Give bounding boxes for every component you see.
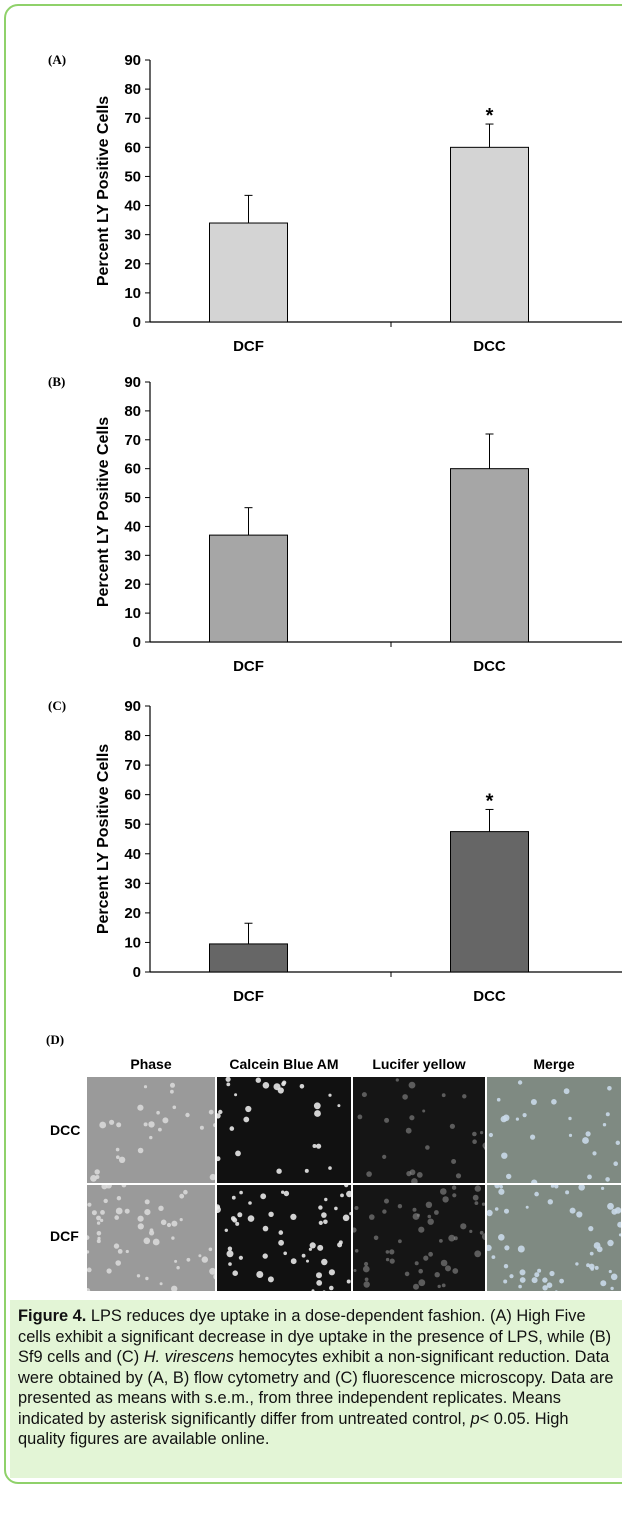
y-tick-label: 10 <box>124 285 141 302</box>
bar-dcc <box>450 831 529 973</box>
y-tick-label: 20 <box>124 576 141 593</box>
micrograph-dcf-1 <box>216 1184 352 1292</box>
y-tick-label: 90 <box>124 698 141 715</box>
panel-label-d: (D) <box>46 1032 65 1047</box>
bar-chart-b: (B) 0 10 20 30 40 50 60 70 80 90 Percent LY Positiv… <box>0 370 622 675</box>
significance-star: * <box>486 105 494 127</box>
y-tick-label: 60 <box>124 787 141 804</box>
y-tick-label: 30 <box>124 227 141 244</box>
micrograph-dcf-3 <box>486 1184 622 1292</box>
y-tick-label: 90 <box>124 52 141 69</box>
bar-chart-c: (C) 0 10 20 30 40 50 60 70 80 90 Percent LY Positiv… <box>0 694 622 1005</box>
panel-label: (C) <box>48 698 66 713</box>
y-axis-label: Percent LY Positive Cells <box>95 744 112 934</box>
row-header-dcc: DCC <box>50 1122 81 1138</box>
bar-dcf <box>209 534 288 643</box>
y-tick-label: 60 <box>124 461 141 478</box>
caption-text-2: hemocytes exhibit a non-significant redu… <box>18 1348 614 1428</box>
y-tick-label: 80 <box>124 81 141 98</box>
y-tick-label: 0 <box>133 634 141 651</box>
caption-label: Figure 4. <box>18 1307 87 1325</box>
caption-text-3: < 0.05. High quality figures are availab… <box>18 1409 569 1449</box>
category-label: DCF <box>233 338 264 355</box>
y-tick-label: 70 <box>124 432 141 449</box>
row-header-dcf: DCF <box>50 1228 79 1244</box>
y-axis-label: Percent LY Positive Cells <box>95 417 112 607</box>
y-tick-label: 10 <box>124 605 141 622</box>
chart-svg: (B) 0 10 20 30 40 50 60 70 80 90 Percent LY Positiv… <box>48 374 622 675</box>
bar-dcc <box>450 468 529 643</box>
category-label: DCC <box>473 658 506 675</box>
figure-caption: Figure 4. LPS reduces dye uptake in a do… <box>10 1300 622 1478</box>
y-tick-label: 90 <box>124 374 141 391</box>
bar-chart-a: (A) 0 10 20 30 40 50 60 70 80 90 Percent LY Positiv… <box>0 38 622 355</box>
y-tick-label: 70 <box>124 757 141 774</box>
panel-label: (B) <box>48 374 65 389</box>
bar-dcf <box>209 943 288 973</box>
bar-dcf <box>209 222 288 323</box>
caption-species: H. virescens <box>143 1348 234 1366</box>
y-tick-label: 50 <box>124 816 141 833</box>
y-tick-label: 30 <box>124 875 141 892</box>
category-label: DCF <box>233 988 264 1005</box>
y-tick-label: 60 <box>124 139 141 156</box>
y-tick-label: 50 <box>124 490 141 507</box>
bar-dcc <box>450 146 529 323</box>
column-header-lucifer: Lucifer yellow <box>372 1056 466 1072</box>
y-tick-label: 50 <box>124 168 141 185</box>
micrograph-dcc-2 <box>352 1076 486 1184</box>
y-tick-label: 10 <box>124 934 141 951</box>
chart-svg: (A) 0 10 20 30 40 50 60 70 80 90 Percent LY Positiv… <box>48 52 622 355</box>
category-label: DCF <box>233 658 264 675</box>
micrograph-dcc-0 <box>86 1076 216 1184</box>
caption-text-1: LPS reduces dye uptake in a dose-depende… <box>18 1307 612 1366</box>
y-tick-label: 40 <box>124 846 141 863</box>
micrograph-dcf-2 <box>352 1184 486 1292</box>
y-tick-label: 80 <box>124 403 141 420</box>
column-header-calcein: Calcein Blue AM <box>229 1056 339 1072</box>
y-tick-label: 40 <box>124 518 141 535</box>
y-tick-label: 30 <box>124 547 141 564</box>
y-tick-label: 70 <box>124 110 141 127</box>
y-tick-label: 40 <box>124 198 141 215</box>
panel-label: (A) <box>48 52 66 67</box>
significance-star: * <box>486 790 494 812</box>
caption-p-symbol: p <box>470 1409 480 1428</box>
category-label: DCC <box>473 338 506 355</box>
y-tick-label: 20 <box>124 905 141 922</box>
y-tick-label: 0 <box>133 314 141 331</box>
column-header-merge: Merge <box>533 1056 575 1072</box>
micrograph-dcf-0 <box>86 1184 216 1292</box>
micrograph-dcc-1 <box>216 1076 352 1184</box>
category-label: DCC <box>473 988 506 1005</box>
micrograph-dcc-3 <box>486 1076 622 1184</box>
y-axis-label: Percent LY Positive Cells <box>95 96 112 286</box>
y-tick-label: 0 <box>133 964 141 981</box>
y-tick-label: 80 <box>124 728 141 745</box>
column-header-phase: Phase <box>130 1056 172 1072</box>
micrograph-panel: (D) Phase Calcein Blue AM Lucifer yellow… <box>0 1032 622 1304</box>
y-tick-label: 20 <box>124 256 141 273</box>
chart-svg: (C) 0 10 20 30 40 50 60 70 80 90 Percent LY Positiv… <box>48 698 622 1005</box>
